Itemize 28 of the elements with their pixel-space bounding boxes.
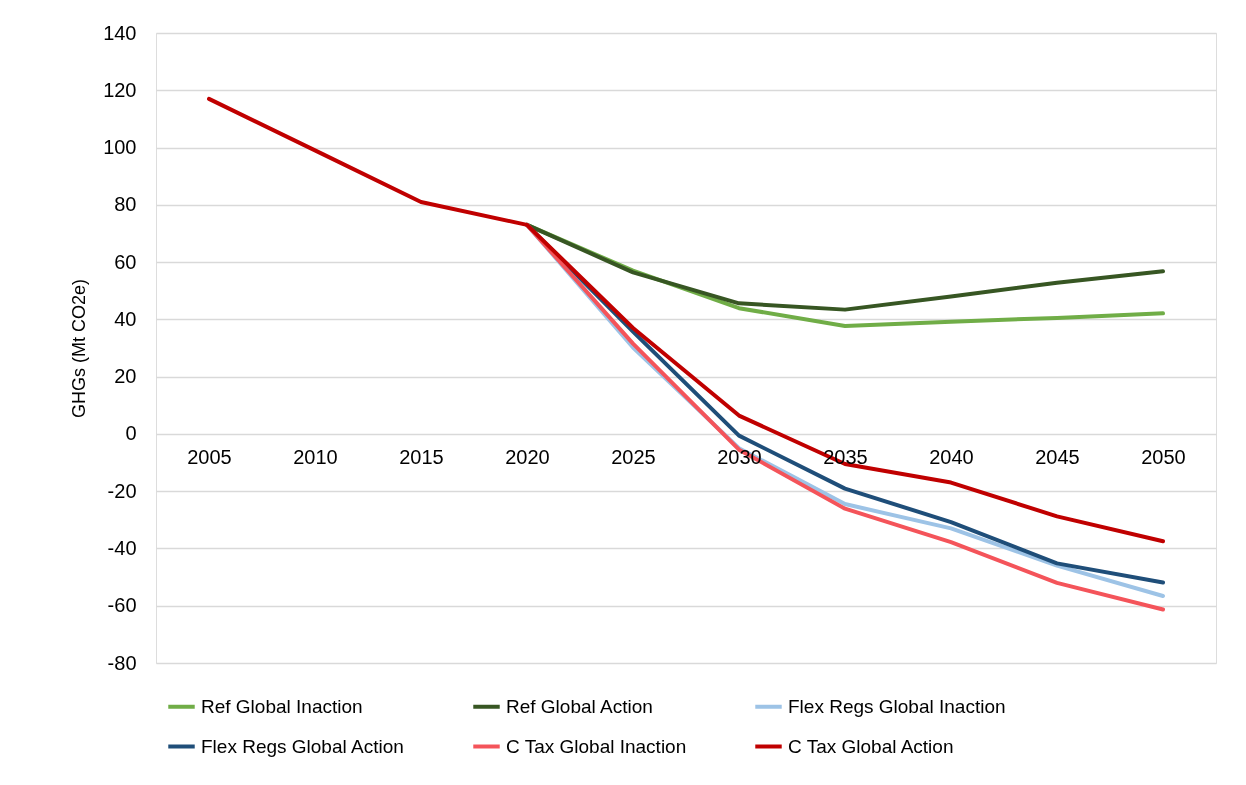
y-tick-label: 20 [114, 365, 137, 388]
y-tick-label: -80 [107, 651, 137, 674]
y-tick-label: -20 [107, 479, 137, 502]
y-tick-label: 80 [114, 193, 137, 216]
y-axis-title: GHGs (Mt CO2e) [69, 278, 90, 419]
line-series [525, 222, 1165, 312]
legend-label: Flex Regs Global Inaction [788, 695, 1006, 717]
y-tick-label: -40 [107, 536, 137, 559]
x-tick-label: 2020 [505, 446, 550, 469]
legend-label: C Tax Global Inaction [506, 735, 687, 757]
y-tick-label: -60 [107, 594, 137, 617]
x-tick-label: 2040 [929, 446, 974, 469]
x-tick-label: 2050 [1141, 446, 1186, 469]
y-tick-label: 140 [103, 21, 137, 44]
y-tick-label: 120 [103, 78, 137, 101]
legend-label: C Tax Global Action [788, 735, 954, 757]
y-tick-label: 60 [114, 250, 137, 273]
legend-label: Ref Global Inaction [201, 695, 363, 717]
y-tick-label: 100 [103, 136, 137, 159]
y-tick-label: 0 [125, 422, 137, 445]
legend-label: Flex Regs Global Action [201, 735, 404, 757]
x-tick-label: 2010 [293, 446, 338, 469]
x-tick-label: 2015 [399, 446, 444, 469]
x-tick-label: 2045 [1035, 446, 1080, 469]
legend-label: Ref Global Action [506, 695, 653, 717]
y-tick-label: 40 [114, 307, 137, 330]
x-tick-label: 2005 [187, 446, 232, 469]
x-tick-label: 2025 [611, 446, 656, 469]
